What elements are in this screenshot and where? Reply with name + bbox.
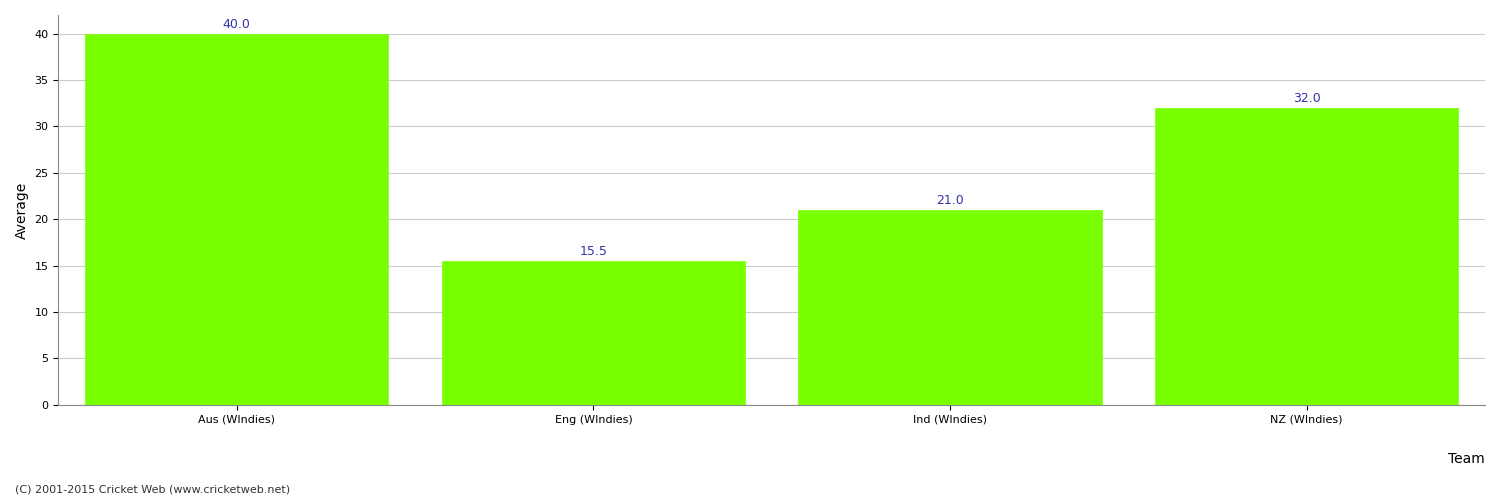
Text: 15.5: 15.5 bbox=[579, 245, 608, 258]
Text: Team: Team bbox=[1448, 452, 1485, 466]
Bar bbox=[86, 34, 388, 405]
Text: 40.0: 40.0 bbox=[224, 18, 251, 31]
Bar bbox=[1155, 108, 1458, 405]
Text: 21.0: 21.0 bbox=[936, 194, 964, 207]
Bar bbox=[442, 261, 746, 405]
Y-axis label: Average: Average bbox=[15, 182, 28, 238]
Bar bbox=[798, 210, 1101, 405]
Text: (C) 2001-2015 Cricket Web (www.cricketweb.net): (C) 2001-2015 Cricket Web (www.cricketwe… bbox=[15, 485, 290, 495]
Text: 32.0: 32.0 bbox=[1293, 92, 1320, 105]
